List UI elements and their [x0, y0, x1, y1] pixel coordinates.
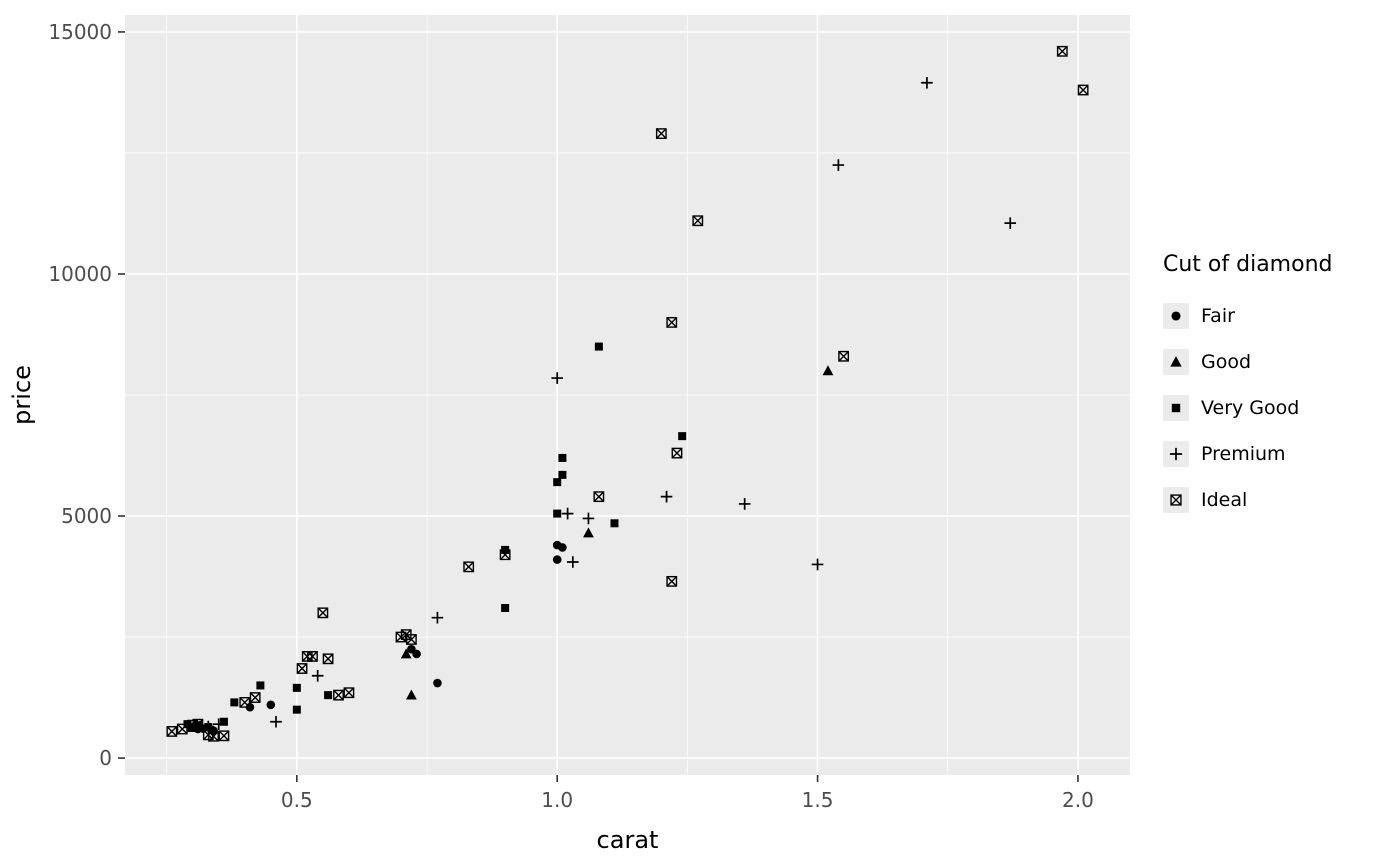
x-axis-label: carat [597, 826, 659, 854]
legend-label-ideal: Ideal [1201, 489, 1248, 511]
legend-item-premium: Premium [1163, 431, 1398, 477]
legend-items: Fair Good Very Good Premium Ideal [1163, 293, 1398, 523]
square-cross-glyph-icon [1170, 494, 1182, 506]
y-tick-label: 5000 [61, 504, 112, 528]
circle-glyph-icon [1171, 311, 1181, 321]
y-tick-label: 15000 [48, 20, 112, 44]
legend-key-premium [1163, 441, 1189, 467]
y-tick-label: 10000 [48, 262, 112, 286]
legend-key-very-good [1163, 395, 1189, 421]
legend-title: Cut of diamond [1163, 252, 1333, 277]
y-axis-label: price [8, 365, 36, 425]
x-tick-label: 1.5 [802, 788, 834, 812]
plus-glyph-icon [1169, 447, 1183, 461]
x-tick-label: 1.0 [541, 788, 573, 812]
legend: Cut of diamond Fair Good Very Good Premium I… [1163, 252, 1398, 523]
legend-key-good [1163, 349, 1189, 375]
y-tick-label: 0 [99, 746, 112, 770]
triangle-glyph-icon [1170, 356, 1182, 367]
legend-item-very-good: Very Good [1163, 385, 1398, 431]
legend-key-fair [1163, 303, 1189, 329]
legend-label-very-good: Very Good [1201, 397, 1300, 419]
legend-key-ideal [1163, 487, 1189, 513]
square-glyph-icon [1171, 403, 1181, 413]
x-tick-label: 2.0 [1062, 788, 1094, 812]
legend-item-good: Good [1163, 339, 1398, 385]
legend-label-premium: Premium [1201, 443, 1286, 465]
series-ideal [166, 45, 1089, 742]
legend-label-good: Good [1201, 351, 1252, 373]
legend-item-ideal: Ideal [1163, 477, 1398, 523]
x-tick-label: 0.5 [281, 788, 313, 812]
legend-label-fair: Fair [1201, 305, 1235, 327]
legend-item-fair: Fair [1163, 293, 1398, 339]
